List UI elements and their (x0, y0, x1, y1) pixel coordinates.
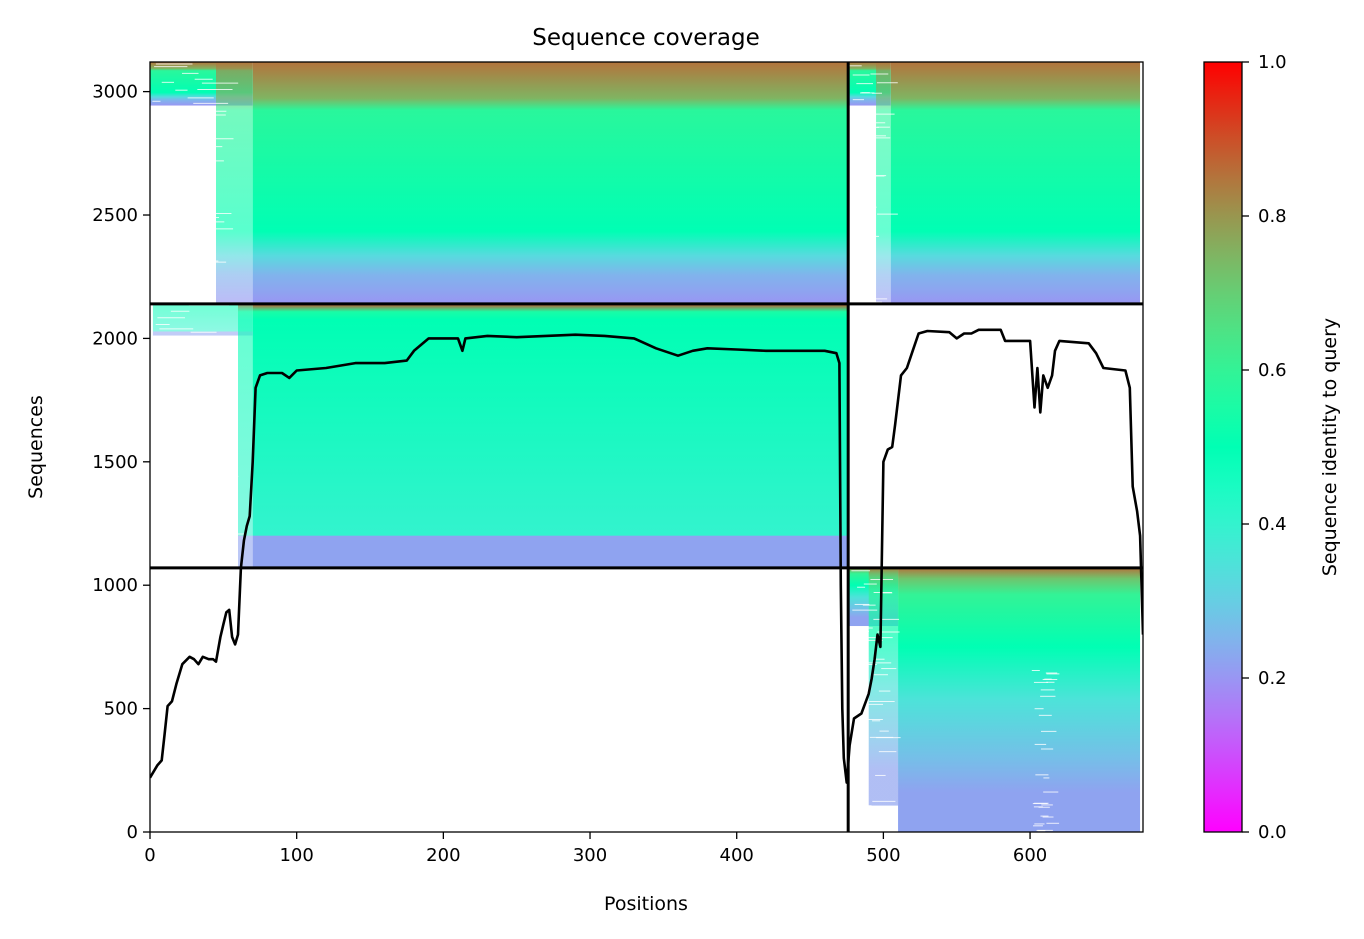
colorbar-tick-label: 0.0 (1258, 822, 1287, 843)
colorbar-tick-label: 0.6 (1258, 360, 1287, 381)
y-axis-label: Sequences (25, 395, 47, 499)
block-boundary-lines (150, 62, 1143, 832)
y-tick-label: 0 (127, 822, 138, 843)
block-chain-b-edge (868, 567, 899, 806)
colorbar-tick-label: 1.0 (1258, 52, 1287, 73)
y-tick-label: 500 (104, 699, 138, 720)
y-tick-label: 3000 (92, 82, 138, 103)
x-tick-label: 500 (866, 845, 900, 866)
colorbar-tick-label: 0.2 (1258, 668, 1287, 689)
y-tick-label: 2500 (92, 205, 138, 226)
block-chain-a-edge (238, 303, 253, 568)
colorbar (1203, 61, 1243, 833)
coverage-line (150, 328, 1143, 784)
x-tick-label: 300 (573, 845, 607, 866)
block-chain-a (252, 303, 849, 568)
x-tick-label: 200 (426, 845, 460, 866)
x-tick-label: 100 (279, 845, 313, 866)
y-tick-label: 1500 (92, 452, 138, 473)
colorbar-tick-label: 0.8 (1258, 206, 1287, 227)
block-paired-b-edge (876, 62, 891, 304)
x-tick-label: 600 (1013, 845, 1047, 866)
block-paired-b (890, 62, 1141, 304)
x-axis-ticks: 0 100 200 300 400 500 600 (144, 832, 1047, 866)
plot-area (150, 62, 1143, 832)
plot-frame (149, 61, 1144, 833)
y-tick-label: 2000 (92, 328, 138, 349)
x-tick-label: 0 (144, 845, 155, 866)
colorbar-label: Sequence identity to query (1319, 318, 1341, 576)
msa-blocks (150, 62, 1141, 832)
block-paired-a-edge (216, 62, 253, 304)
chart-title: Sequence coverage (532, 25, 760, 51)
x-axis-label: Positions (604, 893, 688, 915)
colorbar-ticks: 0.0 0.2 0.4 0.6 0.8 1.0 (1242, 52, 1287, 843)
block-paired-a (252, 62, 849, 304)
block-chain-b (898, 567, 1141, 832)
x-tick-label: 400 (720, 845, 754, 866)
y-tick-label: 1000 (92, 575, 138, 596)
block-chain-a-fringe (152, 303, 253, 336)
colorbar-tick-label: 0.4 (1258, 514, 1287, 535)
y-axis-ticks: 0 500 1000 1500 2000 2500 3000 (92, 82, 150, 843)
